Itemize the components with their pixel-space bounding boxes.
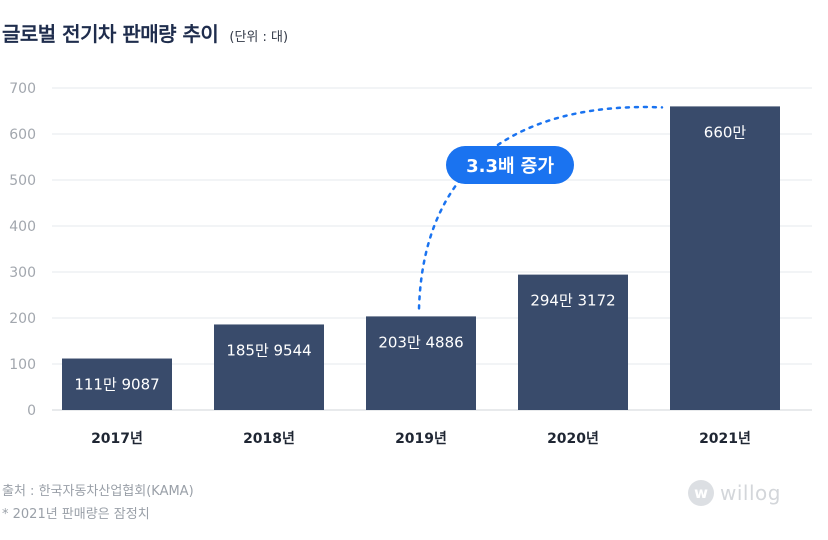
bar-value-label: 660만 (704, 123, 747, 141)
x-tick-label: 2020년 (547, 431, 599, 447)
bar (366, 316, 476, 410)
willog-logo-icon: w (688, 480, 714, 506)
y-tick-label: 100 (9, 357, 36, 373)
growth-badge-label: 3.3배 증가 (466, 156, 554, 177)
x-tick-label: 2018년 (243, 431, 295, 447)
x-tick-label: 2021년 (699, 431, 751, 447)
y-tick-label: 600 (9, 127, 36, 143)
bar (518, 274, 628, 410)
bar-value-label: 111만 9087 (74, 376, 159, 394)
growth-badge (446, 146, 574, 184)
bar-chart: 0 100 200 300 400 500 600 700 111만 9087 2017년 185만… (9, 81, 812, 447)
y-tick-label: 500 (9, 173, 36, 189)
x-tick-label: 2019년 (395, 431, 447, 447)
brand-logo: w willog (688, 480, 781, 506)
brand-name: willog (720, 481, 781, 505)
chart-unit: (단위 : 대) (229, 30, 289, 45)
x-tick-label: 2017년 (91, 431, 143, 447)
y-tick-label: 300 (9, 265, 36, 281)
bar (62, 358, 172, 410)
bar-value-label: 203만 4886 (378, 333, 463, 351)
bar-value-label: 294만 3172 (530, 292, 615, 310)
chart-header: 글로벌 전기차 판매량 추이 (단위 : 대) (2, 18, 288, 47)
y-tick-label: 700 (9, 81, 36, 97)
bar-value-label: 185만 9544 (226, 341, 311, 359)
bar (214, 324, 324, 410)
y-tick-label: 400 (9, 219, 36, 235)
y-tick-label: 200 (9, 311, 36, 327)
chart-title: 글로벌 전기차 판매량 추이 (2, 22, 219, 46)
y-tick-label: 0 (27, 403, 36, 419)
bar (670, 106, 780, 411)
provisional-note: * 2021년 판매량은 잠정치 (2, 507, 150, 522)
source-note: 출처 : 한국자동차산업협회(KAMA) (2, 484, 194, 499)
